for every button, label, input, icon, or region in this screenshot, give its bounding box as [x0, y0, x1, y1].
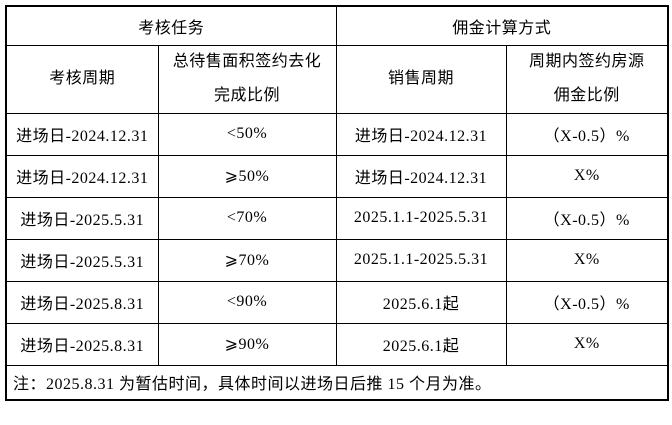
column-header-assessment-period: 考核周期 [5, 44, 159, 114]
table-row: 进场日-2024.12.31 <50% 进场日-2024.12.31 （X-0.… [5, 112, 669, 156]
cell-assessment-period: 进场日-2024.12.31 [5, 154, 159, 198]
cell-assessment-period: 进场日-2025.8.31 [5, 322, 159, 366]
cell-commission-rate: （X-0.5）% [505, 280, 669, 324]
footnote-row: 注：2025.8.31 为暂估时间，具体时间以进场日后推 15 个月为准。 [5, 364, 669, 401]
cell-completion-ratio: ⩾70% [157, 238, 337, 282]
cell-assessment-period: 进场日-2025.5.31 [5, 238, 159, 282]
table-row: 进场日-2024.12.31 ⩾50% 进场日-2024.12.31 X% [5, 154, 669, 198]
group-header-commission-method: 佣金计算方式 [335, 5, 669, 46]
commission-assessment-table: 考核任务 佣金计算方式 考核周期 总待售面积签约去化 完成比例 销售周期 [5, 5, 670, 401]
column-header-row: 考核周期 总待售面积签约去化 完成比例 销售周期 周期内签约房源 佣金比例 [5, 44, 669, 114]
table-row: 进场日-2025.5.31 <70% 2025.1.1-2025.5.31 （X… [5, 196, 669, 240]
column-header-commission-rate: 周期内签约房源 佣金比例 [505, 44, 669, 114]
group-header-assessment-task: 考核任务 [5, 5, 337, 46]
cell-commission-rate: X% [505, 238, 669, 282]
cell-commission-rate: （X-0.5）% [505, 112, 669, 156]
table-row: 进场日-2025.5.31 ⩾70% 2025.1.1-2025.5.31 X% [5, 238, 669, 282]
column-header-label: 销售周期 [388, 70, 455, 87]
cell-sales-period: 2025.6.1起 [335, 322, 507, 366]
column-header-completion-ratio: 总待售面积签约去化 完成比例 [157, 44, 337, 114]
column-header-label-line2: 佣金比例 [553, 87, 620, 104]
cell-completion-ratio: ⩾90% [157, 322, 337, 366]
column-header-label-line2: 完成比例 [214, 87, 281, 104]
cell-sales-period: 2025.1.1-2025.5.31 [335, 196, 507, 240]
group-header-row: 考核任务 佣金计算方式 [5, 5, 669, 46]
cell-commission-rate: X% [505, 322, 669, 366]
column-header-label-line1: 周期内签约房源 [529, 53, 645, 70]
cell-completion-ratio: <70% [157, 196, 337, 240]
cell-sales-period: 进场日-2024.12.31 [335, 112, 507, 156]
cell-completion-ratio: <90% [157, 280, 337, 324]
table-row: 进场日-2025.8.31 <90% 2025.6.1起 （X-0.5）% [5, 280, 669, 324]
cell-commission-rate: X% [505, 154, 669, 198]
cell-sales-period: 进场日-2024.12.31 [335, 154, 507, 198]
cell-assessment-period: 进场日-2025.5.31 [5, 196, 159, 240]
column-header-label: 考核周期 [49, 70, 116, 87]
cell-commission-rate: （X-0.5）% [505, 196, 669, 240]
cell-assessment-period: 进场日-2025.8.31 [5, 280, 159, 324]
cell-sales-period: 2025.6.1起 [335, 280, 507, 324]
cell-sales-period: 2025.1.1-2025.5.31 [335, 238, 507, 282]
column-header-label-line1: 总待售面积签约去化 [172, 53, 322, 70]
cell-completion-ratio: ⩾50% [157, 154, 337, 198]
footnote-text: 注：2025.8.31 为暂估时间，具体时间以进场日后推 15 个月为准。 [5, 364, 669, 401]
cell-completion-ratio: <50% [157, 112, 337, 156]
cell-assessment-period: 进场日-2024.12.31 [5, 112, 159, 156]
column-header-sales-period: 销售周期 [335, 44, 507, 114]
table-row: 进场日-2025.8.31 ⩾90% 2025.6.1起 X% [5, 322, 669, 366]
